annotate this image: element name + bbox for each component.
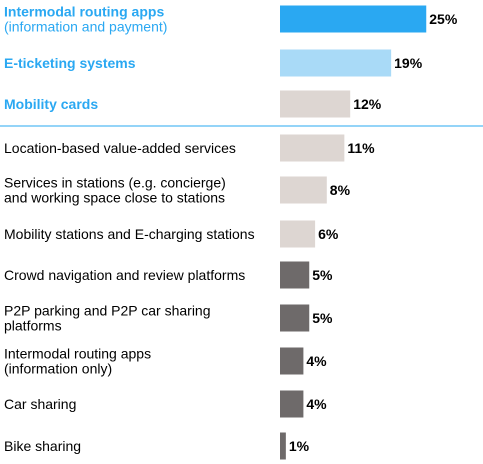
value-label-8: 4% bbox=[306, 353, 327, 369]
category-label-0: Intermodal routing apps (information and … bbox=[4, 4, 167, 35]
category-label-10-line-0: Bike sharing bbox=[4, 438, 81, 454]
value-label-7: 5% bbox=[312, 310, 333, 326]
value-label-9: 4% bbox=[306, 396, 327, 412]
category-label-2-line-0: Mobility cards bbox=[4, 96, 98, 112]
value-label-10: 1% bbox=[289, 438, 310, 454]
category-label-5: Mobility stations and E-charging station… bbox=[4, 226, 255, 242]
category-label-8: Intermodal routing apps (information only… bbox=[4, 346, 151, 377]
bar-1 bbox=[280, 49, 392, 77]
bar-4 bbox=[280, 176, 327, 204]
category-label-3: Location-based value-added services bbox=[4, 140, 236, 156]
category-label-3-line-0: Location-based value-added services bbox=[4, 140, 236, 156]
value-label-5: 6% bbox=[318, 226, 339, 242]
category-label-0-line-0: Intermodal routing apps bbox=[4, 4, 164, 20]
category-label-1: E-ticketing systems bbox=[4, 55, 136, 71]
category-label-4: Services in stations (e.g. concierge) and… bbox=[4, 175, 226, 206]
bar-5 bbox=[280, 220, 316, 248]
category-label-7-line-0: P2P parking and P2P car sharing bbox=[4, 303, 211, 319]
category-label-4-line-0: Services in stations (e.g. concierge) bbox=[4, 175, 226, 191]
bar-6 bbox=[280, 261, 310, 289]
value-label-1: 19% bbox=[394, 55, 423, 71]
category-label-10: Bike sharing bbox=[4, 438, 81, 454]
category-label-8-line-0: Intermodal routing apps bbox=[4, 346, 151, 362]
category-label-8-line-1: (information only) bbox=[4, 361, 112, 377]
category-label-9-line-0: Car sharing bbox=[4, 396, 76, 412]
category-label-2: Mobility cards bbox=[4, 96, 98, 112]
bar-2 bbox=[280, 90, 351, 118]
category-label-5-line-0: Mobility stations and E-charging station… bbox=[4, 226, 255, 242]
bar-9 bbox=[280, 390, 304, 418]
category-label-7: P2P parking and P2P car sharing platforms bbox=[4, 303, 211, 334]
category-label-7-line-1: platforms bbox=[4, 318, 62, 334]
category-label-6: Crowd navigation and review platforms bbox=[4, 267, 245, 283]
bar-10 bbox=[280, 432, 286, 460]
bar-7 bbox=[280, 304, 310, 332]
bar-3 bbox=[280, 134, 345, 162]
category-label-0-line-1: (information and payment) bbox=[4, 19, 167, 35]
value-label-2: 12% bbox=[353, 96, 382, 112]
category-label-9: Car sharing bbox=[4, 396, 76, 412]
value-label-3: 11% bbox=[347, 140, 375, 156]
category-label-6-line-0: Crowd navigation and review platforms bbox=[4, 267, 245, 283]
category-label-1-line-0: E-ticketing systems bbox=[4, 55, 136, 71]
bar-8 bbox=[280, 347, 304, 375]
value-label-0: 25% bbox=[429, 11, 458, 27]
value-label-4: 8% bbox=[330, 182, 351, 198]
category-label-4-line-1: and working space close to stations bbox=[4, 190, 225, 206]
value-label-6: 5% bbox=[312, 267, 333, 283]
bar-0 bbox=[280, 5, 427, 33]
